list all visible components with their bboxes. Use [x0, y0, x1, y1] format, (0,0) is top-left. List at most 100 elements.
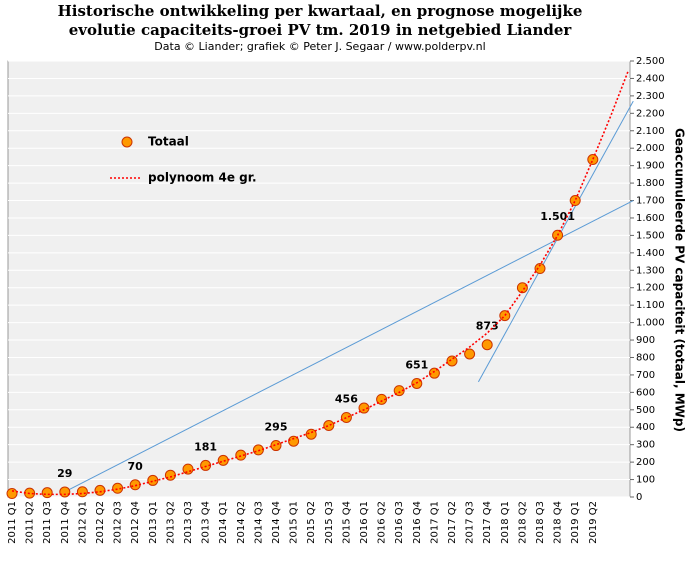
x-tick-label: 2016 Q4 [412, 501, 423, 544]
x-tick-label: 2015 Q3 [324, 501, 335, 544]
x-tick-label: 2011 Q2 [25, 501, 36, 544]
x-tick-label: 2014 Q2 [236, 501, 247, 544]
y-tick-label: 1.100 [636, 300, 665, 311]
chart-subtitle: Data © Liander; grafiek © Peter J. Segaa… [154, 40, 485, 53]
legend-label: Totaal [148, 135, 189, 149]
y-tick-label: 1.500 [636, 230, 665, 241]
x-tick-label: 2017 Q3 [465, 501, 476, 544]
y-tick-label: 300 [636, 440, 655, 451]
y-tick-label: 400 [636, 422, 655, 433]
x-tick-label: 2019 Q1 [570, 501, 581, 544]
x-tick-label: 2011 Q3 [42, 501, 53, 544]
x-tick-label: 2016 Q1 [359, 501, 370, 544]
x-tick-label: 2013 Q1 [148, 501, 159, 544]
data-point [516, 282, 528, 294]
data-label: 181 [194, 440, 217, 453]
y-tick-label: 1.400 [636, 248, 665, 259]
x-tick-label: 2012 Q2 [95, 501, 106, 544]
x-tick-label: 2018 Q2 [517, 501, 528, 544]
data-point [481, 339, 493, 351]
y-tick-label: 2.500 [636, 56, 665, 67]
x-tick-label: 2011 Q1 [7, 501, 18, 544]
data-point [587, 154, 599, 166]
data-point [270, 440, 282, 452]
y-tick-label: 1.800 [636, 178, 665, 189]
legend-marker [121, 136, 133, 148]
data-label: 651 [405, 358, 428, 371]
data-label: 1.501 [540, 210, 575, 223]
data-point [182, 463, 194, 475]
x-tick-label: 2014 Q1 [218, 501, 229, 544]
data-point [94, 484, 106, 496]
data-label: 456 [335, 392, 358, 405]
data-point [305, 428, 317, 440]
data-point [235, 449, 247, 461]
x-tick-label: 2018 Q3 [535, 501, 546, 544]
x-tick-label: 2012 Q1 [77, 501, 88, 544]
y-tick-label: 600 [636, 387, 655, 398]
data-point [428, 367, 440, 379]
data-point [534, 263, 546, 275]
y-tick-label: 1.700 [636, 196, 665, 207]
y-tick-label: 900 [636, 335, 655, 346]
x-tick-label: 2011 Q4 [60, 501, 71, 544]
data-point [252, 444, 264, 456]
data-point [76, 486, 88, 498]
y-tick-label: 2.200 [636, 108, 665, 119]
y-tick-label: 800 [636, 352, 655, 363]
y-tick-label: 700 [636, 370, 655, 381]
data-point [217, 454, 229, 466]
y-tick-label: 100 [636, 475, 655, 486]
data-point [112, 482, 124, 494]
y-tick-label: 1.300 [636, 265, 665, 276]
y-axis-label: Geaccumuleerde PV capaciteit (totaal, MW… [673, 128, 687, 432]
polynomial-line [11, 71, 629, 496]
y-tick-label: 1.900 [636, 161, 665, 172]
data-point [41, 487, 53, 499]
data-point [59, 486, 71, 498]
y-tick-label: 2.300 [636, 91, 665, 102]
x-tick-label: 2017 Q4 [482, 501, 493, 544]
y-tick-label: 2.100 [636, 126, 665, 137]
y-tick-label: 200 [636, 457, 655, 468]
chart-title: Historische ontwikkeling per kwartaal, e… [58, 2, 583, 20]
legend-label: polynoom 4e gr. [148, 171, 257, 185]
x-tick-label: 2013 Q2 [165, 501, 176, 544]
x-tick-label: 2018 Q4 [553, 501, 564, 544]
y-tick-label: 1.000 [636, 318, 665, 329]
data-label: 873 [476, 320, 499, 333]
x-tick-label: 2012 Q3 [113, 501, 124, 544]
x-tick-label: 2013 Q3 [183, 501, 194, 544]
data-point [200, 459, 212, 471]
data-point [393, 385, 405, 397]
x-tick-label: 2012 Q4 [130, 501, 141, 544]
y-tick-label: 2.000 [636, 143, 665, 154]
x-tick-label: 2017 Q1 [429, 501, 440, 544]
data-point [288, 435, 300, 447]
data-point [569, 195, 581, 207]
x-tick-label: 2016 Q3 [394, 501, 405, 544]
y-tick-label: 1.200 [636, 283, 665, 294]
x-tick-label: 2015 Q2 [306, 501, 317, 544]
x-tick-label: 2018 Q1 [500, 501, 511, 544]
x-tick-label: 2015 Q4 [341, 501, 352, 544]
data-point [6, 488, 18, 500]
x-tick-label: 2019 Q2 [588, 501, 599, 544]
chart-title: evolutie capaciteits-groei PV tm. 2019 i… [69, 21, 573, 39]
trend-line [477, 100, 634, 383]
data-point [358, 402, 370, 414]
x-tick-label: 2017 Q2 [447, 501, 458, 544]
x-tick-label: 2014 Q3 [253, 501, 264, 544]
data-point [376, 393, 388, 405]
data-label: 70 [128, 460, 144, 473]
data-point [129, 479, 141, 491]
y-tick-label: 0 [636, 492, 642, 503]
data-point [446, 355, 458, 367]
y-tick-label: 1.600 [636, 213, 665, 224]
data-point [464, 348, 476, 360]
y-tick-label: 500 [636, 405, 655, 416]
x-tick-label: 2015 Q1 [289, 501, 300, 544]
data-label: 295 [265, 421, 288, 434]
